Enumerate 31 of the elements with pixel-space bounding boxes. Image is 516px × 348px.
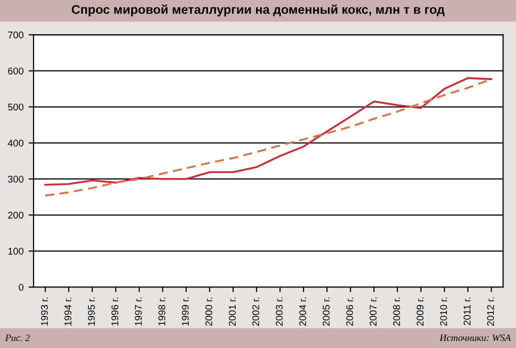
y-tick-label: 700 bbox=[8, 32, 24, 38]
x-tick-label: 1999 г. bbox=[182, 298, 189, 326]
x-tick-label: 2005 г. bbox=[322, 298, 330, 326]
x-tick-label: 2008 г. bbox=[393, 298, 400, 326]
x-tick-label: 1993 г. bbox=[41, 298, 48, 326]
x-tick-label: 2002 г. bbox=[252, 298, 260, 326]
y-tick-label: 200 bbox=[8, 212, 24, 219]
y-tick-label: 0 bbox=[18, 284, 24, 291]
y-tick-label: 600 bbox=[8, 68, 24, 74]
text: Рис. 2 bbox=[5, 334, 30, 342]
x-tick-label: 2006 г. bbox=[346, 298, 354, 326]
x-tick-label: 2012 г. bbox=[487, 298, 494, 326]
x-tick-label: 1998 г. bbox=[158, 298, 166, 326]
y-tick-label: 400 bbox=[8, 140, 24, 147]
x-tick-label: 1994 г. bbox=[64, 298, 72, 326]
x-tick-label: 2001 г. bbox=[228, 298, 236, 326]
chart-title: Спрос мировой металлургии на доменный кокс, млн т в год bbox=[72, 4, 445, 16]
x-tick-label: 2003 г. bbox=[276, 298, 283, 326]
x-tick-label: 2007 г. bbox=[370, 298, 377, 326]
x-tick-label: 1996 г. bbox=[111, 298, 118, 326]
y-tick-label: 500 bbox=[8, 104, 24, 111]
x-tick-label: 2004 г. bbox=[299, 298, 306, 326]
text: Источники: WSA bbox=[439, 334, 511, 342]
x-tick-label: 2010 г. bbox=[440, 298, 448, 326]
x-tick-label: 2011 г. bbox=[464, 298, 470, 325]
x-tick-label: 1995 г. bbox=[88, 298, 95, 326]
x-tick-label: 1997 г. bbox=[134, 298, 142, 326]
x-tick-label: 2009 г. bbox=[416, 298, 424, 326]
y-tick-label: 100 bbox=[8, 248, 24, 255]
y-tick-label: 300 bbox=[8, 176, 24, 183]
x-tick-label: 2000 г. bbox=[205, 298, 212, 326]
